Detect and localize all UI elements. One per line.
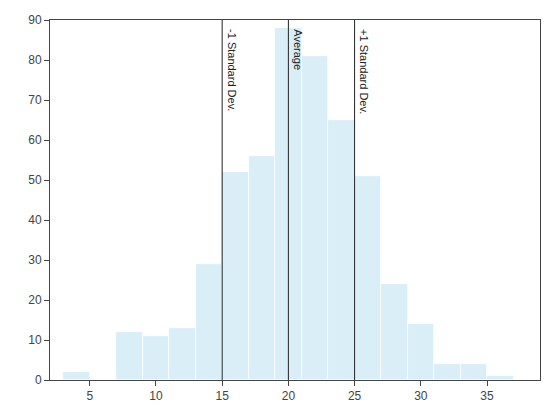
svg-text:50: 50	[28, 173, 42, 187]
svg-text:90: 90	[28, 13, 42, 27]
svg-text:80: 80	[28, 53, 42, 67]
svg-text:30: 30	[414, 389, 428, 403]
svg-text:Average: Average	[292, 29, 304, 70]
svg-text:20: 20	[28, 293, 42, 307]
svg-text:30: 30	[28, 253, 42, 267]
svg-text:10: 10	[28, 333, 42, 347]
svg-text:70: 70	[28, 93, 42, 107]
svg-text:5: 5	[86, 389, 93, 403]
svg-text:60: 60	[28, 133, 42, 147]
svg-text:20: 20	[282, 389, 296, 403]
svg-text:+1 Standard Dev.: +1 Standard Dev.	[358, 29, 370, 114]
svg-text:35: 35	[480, 389, 494, 403]
svg-text:40: 40	[28, 213, 42, 227]
svg-text:25: 25	[348, 389, 362, 403]
svg-text:-1 Standard Dev.: -1 Standard Dev.	[226, 29, 238, 111]
svg-text:10: 10	[149, 389, 163, 403]
svg-text:0: 0	[35, 373, 42, 387]
svg-text:15: 15	[215, 389, 229, 403]
